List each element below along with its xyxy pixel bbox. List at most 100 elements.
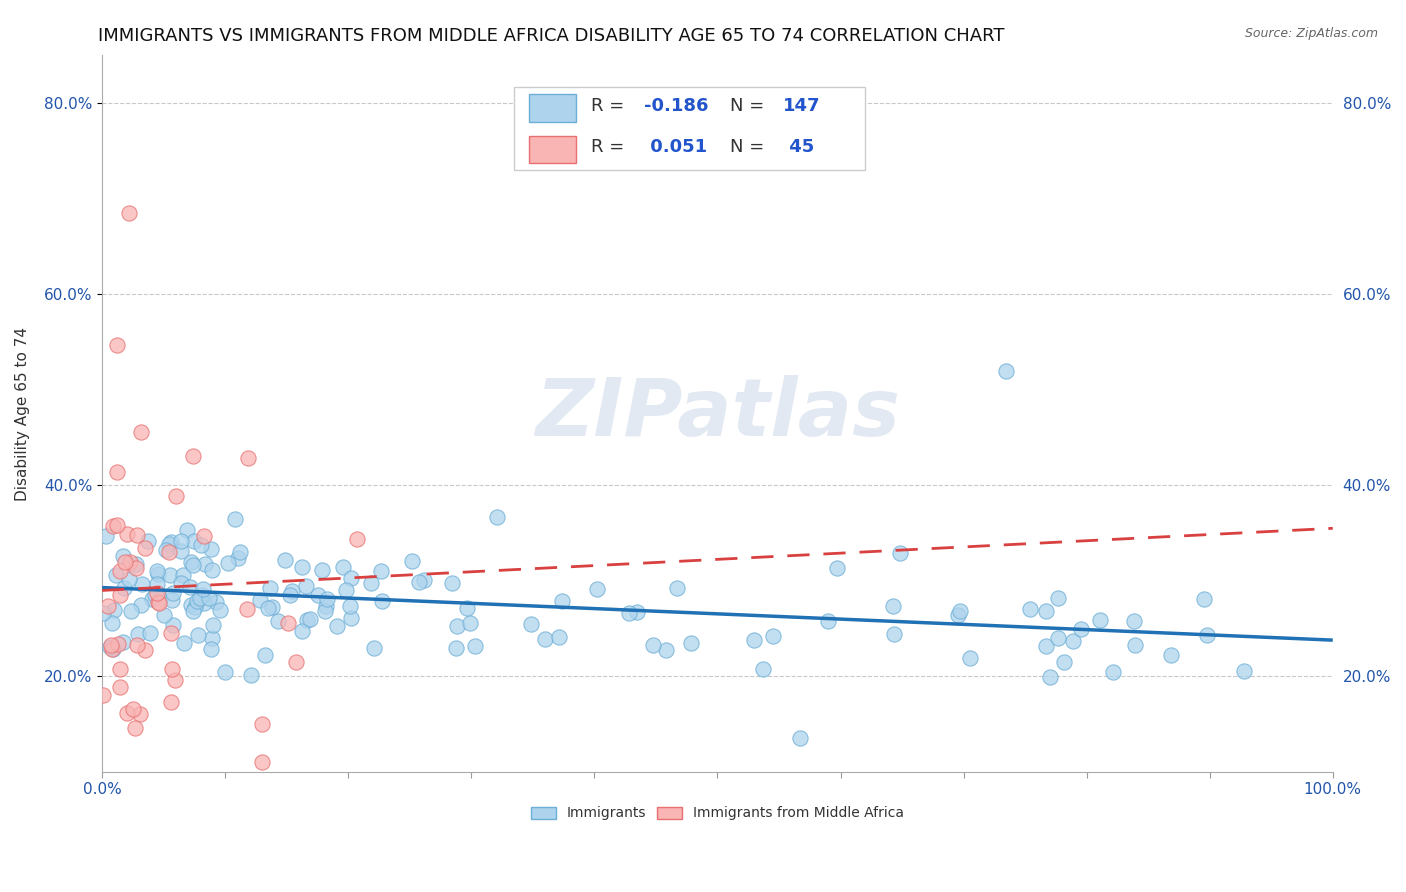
Point: [127, 627, 149, 641]
Point: [370, 565, 392, 579]
Point: [110, 564, 132, 578]
Point: [208, 603, 231, 617]
Point: [200, 641, 222, 656]
Point: [299, 612, 322, 626]
Point: [183, 450, 205, 464]
Text: R =: R =: [591, 138, 624, 156]
Point: [335, 583, 357, 598]
Point: [170, 534, 193, 549]
Point: [180, 556, 202, 570]
Point: [340, 611, 363, 625]
Point: [586, 582, 609, 596]
Point: [617, 607, 640, 621]
Point: [121, 702, 143, 716]
Point: [159, 567, 181, 582]
Point: [742, 633, 765, 648]
Point: [145, 565, 167, 579]
Point: [202, 617, 225, 632]
Point: [1062, 633, 1084, 648]
Point: [1070, 622, 1092, 636]
Point: [190, 538, 212, 552]
Point: [200, 541, 222, 556]
Point: [371, 594, 394, 608]
Point: [1053, 655, 1076, 669]
Point: [193, 596, 215, 610]
Point: [107, 517, 129, 532]
Point: [145, 576, 167, 591]
Point: [1160, 648, 1182, 662]
Point: [160, 534, 183, 549]
Point: [679, 636, 702, 650]
Point: [291, 624, 314, 638]
Point: [1035, 604, 1057, 618]
Point: [153, 608, 176, 623]
Point: [160, 695, 183, 709]
Point: [186, 593, 208, 607]
Point: [181, 604, 204, 618]
Point: [994, 363, 1017, 377]
Point: [311, 563, 333, 577]
Point: [124, 721, 146, 735]
Point: [134, 541, 156, 555]
Point: [98, 640, 121, 654]
Point: [143, 588, 166, 602]
Point: [273, 553, 295, 567]
Point: [103, 603, 125, 617]
Point: [254, 648, 277, 662]
Point: [315, 591, 337, 606]
Point: [440, 575, 463, 590]
Point: [188, 591, 211, 605]
Point: [129, 707, 152, 722]
Point: [127, 528, 149, 542]
Point: [534, 632, 557, 646]
Text: 0.051: 0.051: [644, 138, 707, 156]
Text: R =: R =: [591, 97, 624, 115]
Point: [136, 534, 159, 549]
Point: [105, 568, 128, 582]
Point: [127, 639, 149, 653]
Point: [131, 577, 153, 591]
Point: [307, 588, 329, 602]
Point: [641, 639, 664, 653]
Point: [205, 595, 228, 609]
Point: [108, 662, 131, 676]
Point: [129, 425, 152, 439]
Point: [825, 561, 848, 575]
Point: [882, 599, 904, 613]
Point: [949, 604, 972, 618]
Point: [101, 642, 124, 657]
Point: [519, 617, 541, 632]
Point: [197, 591, 219, 605]
Point: [134, 643, 156, 657]
Point: [108, 588, 131, 602]
Point: [276, 615, 298, 630]
Point: [1088, 613, 1111, 627]
Point: [170, 576, 193, 591]
Point: [148, 596, 170, 610]
Point: [193, 529, 215, 543]
Point: [752, 662, 775, 676]
Point: [191, 582, 214, 597]
Point: [446, 640, 468, 655]
Point: [626, 605, 648, 619]
Point: [1039, 670, 1062, 684]
Point: [214, 665, 236, 679]
Point: [1123, 638, 1146, 652]
Point: [165, 490, 187, 504]
Point: [118, 206, 141, 220]
Point: [172, 568, 194, 582]
Point: [1195, 628, 1218, 642]
Point: [112, 582, 135, 596]
Point: [654, 643, 676, 657]
Point: [291, 560, 314, 574]
Point: [346, 533, 368, 547]
Point: [194, 557, 217, 571]
Point: [160, 626, 183, 640]
Point: [224, 512, 246, 526]
Point: [94, 529, 117, 543]
Point: [187, 628, 209, 642]
Point: [157, 545, 180, 559]
Point: [284, 656, 307, 670]
Point: [326, 619, 349, 633]
Point: [363, 640, 385, 655]
